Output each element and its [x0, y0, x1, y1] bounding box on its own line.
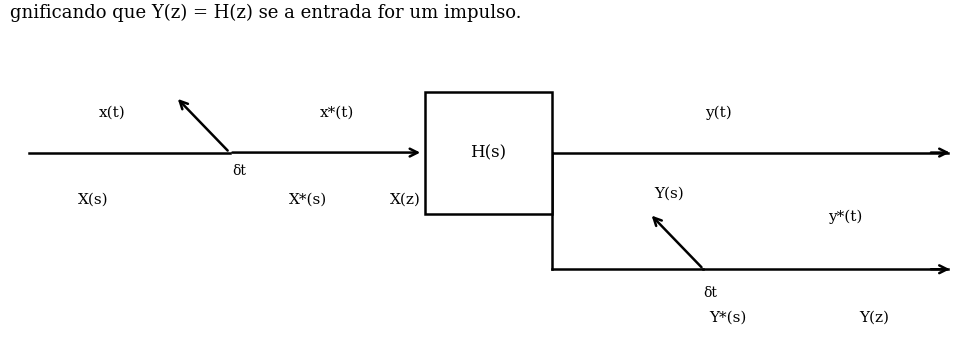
Text: y(t): y(t): [704, 106, 732, 120]
Text: x(t): x(t): [99, 106, 126, 120]
Text: Y*(s): Y*(s): [709, 311, 746, 325]
Text: H(s): H(s): [471, 144, 506, 161]
Text: X(z): X(z): [390, 192, 421, 206]
Bar: [425, 92, 552, 214]
Text: δt: δt: [703, 286, 717, 299]
Text: Y(z): Y(z): [860, 311, 889, 325]
Text: X*(s): X*(s): [288, 192, 327, 206]
Text: Y(s): Y(s): [655, 187, 684, 201]
Text: X(s): X(s): [77, 192, 108, 206]
Text: gnificando que Y(z) = H(z) se a entrada for um impulso.: gnificando que Y(z) = H(z) se a entrada …: [10, 4, 522, 22]
Text: δt: δt: [233, 164, 246, 177]
Text: y*(t): y*(t): [828, 210, 863, 224]
Text: x*(t): x*(t): [319, 106, 355, 120]
